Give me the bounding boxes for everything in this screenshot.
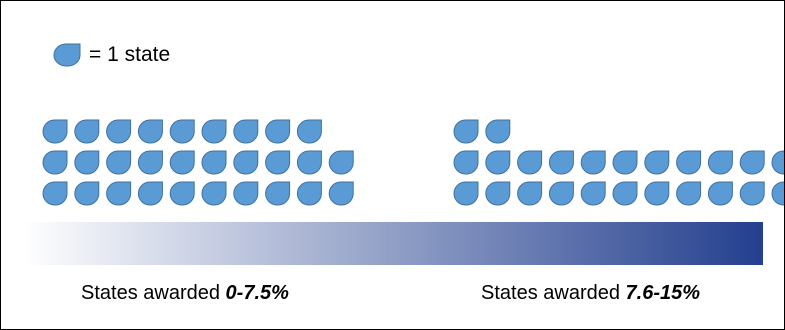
state-icon-high (644, 150, 670, 175)
state-icon-low (42, 150, 68, 175)
state-icon-low (137, 150, 163, 175)
state-icon-low (42, 119, 68, 144)
state-icon-low (42, 181, 68, 206)
group-low-label-prefix: States awarded (81, 282, 226, 304)
state-icon-high (676, 150, 702, 175)
state-icon-low (233, 181, 259, 206)
state-icon-high (580, 150, 606, 175)
state-icon-high (676, 181, 702, 206)
state-icon-high (771, 150, 784, 175)
state-icon-low (201, 119, 227, 144)
state-icon-low (106, 119, 132, 144)
state-icon-high (485, 119, 511, 144)
state-icon-high (580, 181, 606, 206)
state-icon-low (233, 150, 259, 175)
state-icon-low (74, 181, 100, 206)
state-icon-high (739, 181, 765, 206)
droplet-icon (53, 43, 81, 67)
state-icon-high (485, 181, 511, 206)
state-icon-high (517, 150, 543, 175)
state-icon-high (453, 119, 479, 144)
state-icon-high (517, 181, 543, 206)
group-high-icons (453, 119, 784, 206)
state-icon-high (739, 150, 765, 175)
state-icon-low (137, 119, 163, 144)
group-high-label-prefix: States awarded (481, 282, 626, 304)
state-icon-high (453, 150, 479, 175)
state-icon-low (265, 181, 291, 206)
state-icon-high (548, 181, 574, 206)
state-icon-low (233, 119, 259, 144)
state-icon-low (169, 181, 195, 206)
state-icon-high (485, 150, 511, 175)
state-icon-high (612, 181, 638, 206)
state-icon-high (644, 181, 670, 206)
group-low-label-value: 0-7.5% (225, 282, 289, 304)
state-icon-high (548, 150, 574, 175)
group-high-label-value: 7.6-15% (625, 282, 701, 304)
legend-label: = 1 state (89, 43, 171, 66)
state-icon-low (296, 119, 322, 144)
state-icon-low (74, 119, 100, 144)
state-icon-low (296, 181, 322, 206)
state-icon-low (74, 150, 100, 175)
state-icon-high (612, 150, 638, 175)
state-icon-low (328, 181, 354, 206)
state-icon-low (169, 119, 195, 144)
group-low-icons (42, 119, 354, 206)
state-icon-low (169, 150, 195, 175)
state-icon-high (707, 181, 733, 206)
state-icon-low (137, 181, 163, 206)
state-icon-low (265, 119, 291, 144)
scale-gradient-bar (23, 222, 763, 265)
state-icon-low (328, 150, 354, 175)
group-low-label: States awarded 0-7.5% (81, 282, 289, 305)
state-icon-high (453, 181, 479, 206)
state-icon-low (106, 181, 132, 206)
state-icon-low (201, 150, 227, 175)
state-icon-low (296, 150, 322, 175)
state-icon-high (771, 181, 784, 206)
state-icon-high (707, 150, 733, 175)
group-high-label: States awarded 7.6-15% (481, 282, 700, 305)
legend: = 1 state (53, 41, 170, 69)
state-icon-low (106, 150, 132, 175)
state-icon-low (265, 150, 291, 175)
state-icon-low (201, 181, 227, 206)
